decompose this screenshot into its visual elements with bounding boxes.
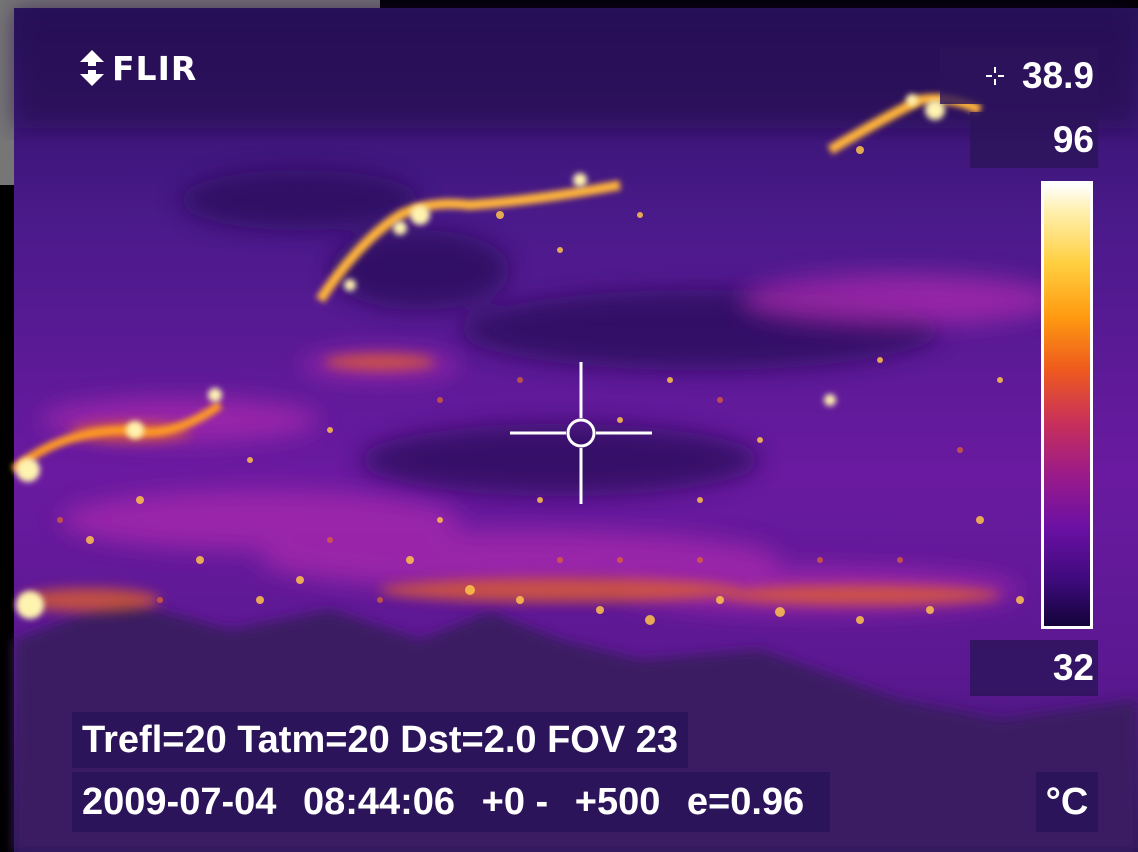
spot-marker-icon	[985, 67, 1004, 85]
spot-temperature-value: 38.9	[1021, 55, 1094, 96]
brand-name: FLIR	[112, 48, 198, 88]
color-scale-bar	[1041, 181, 1093, 629]
reflected-temp: Trefl=20	[82, 719, 227, 761]
crosshair-icon	[510, 362, 652, 504]
temperature-range: +500	[574, 781, 661, 823]
atmospheric-temp: Tatm=20	[237, 719, 390, 761]
flir-brand: FLIR	[78, 46, 197, 90]
field-of-view: FOV 23	[547, 719, 679, 761]
capture-time: 08:44:06	[302, 781, 456, 823]
status-line: 2009-07-04 08:44:06 +0 - +500 e=0.96	[72, 772, 831, 832]
emissivity: e=0.96	[686, 781, 805, 823]
level-offset: +0 -	[481, 781, 549, 823]
temperature-unit: °C	[1036, 772, 1098, 832]
scale-max-label: 96	[970, 112, 1098, 168]
flir-logo-icon	[80, 50, 104, 86]
distance: Dst=2.0	[400, 719, 537, 761]
spot-temperature-readout: 38.9	[940, 48, 1098, 104]
parameter-line: Trefl=20 Tatm=20 Dst=2.0 FOV 23	[72, 712, 689, 768]
scale-min-label: 32	[970, 640, 1098, 696]
capture-date: 2009-07-04	[82, 781, 277, 823]
